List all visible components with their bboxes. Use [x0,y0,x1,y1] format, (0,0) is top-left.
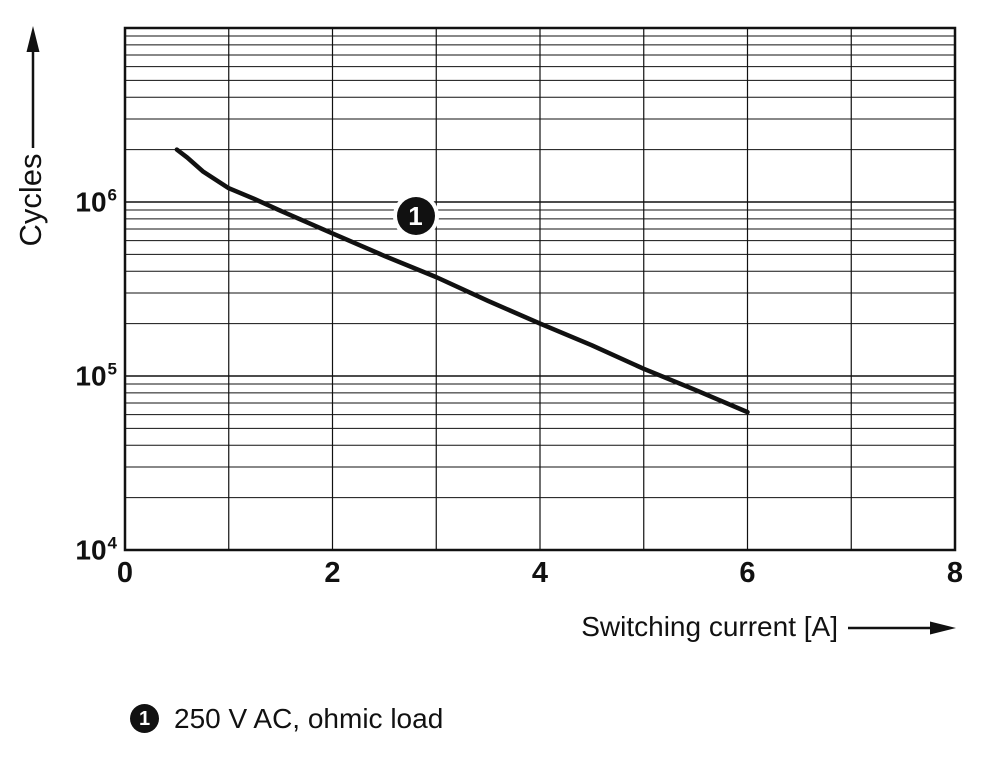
y-tick-base: 10 [75,360,107,392]
y-tick-1e4: 104 [75,533,117,566]
y-tick-exponent: 5 [107,359,117,379]
y-axis-title: Cycles [13,153,48,247]
legend: 1 250 V AC, ohmic load [130,704,443,733]
y-tick-1e6: 106 [75,185,117,218]
y-tick-base: 10 [75,186,107,218]
y-tick-exponent: 4 [107,533,117,553]
x-tick-4: 4 [531,557,549,589]
data-curve [174,147,750,415]
y-tick-1e5: 105 [75,359,117,392]
x-tick-6: 6 [739,557,756,589]
x-tick-2: 2 [324,557,341,589]
curve-marker-badge: 1 [396,197,435,236]
legend-marker-badge: 1 [130,704,159,733]
y-tick-base: 10 [75,534,107,566]
legend-text: 250 V AC, ohmic load [174,702,444,734]
y-tick-exponent: 6 [107,185,117,205]
x-axis-arrow-head [930,621,956,635]
plot-border [123,26,957,552]
y-axis-arrow-head [26,26,40,52]
x-axis-title: Switching current [A] [581,611,838,642]
x-tick-8: 8 [946,557,964,589]
x-tick-0: 0 [116,557,134,589]
